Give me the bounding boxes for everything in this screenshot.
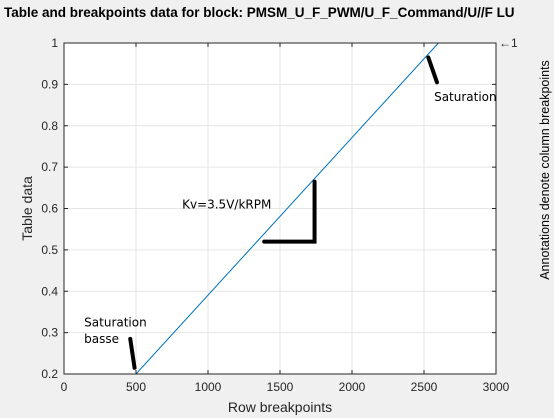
drawn-mark	[262, 179, 317, 244]
column-breakpoints-label: Annotations denote column breakpoints	[538, 60, 552, 280]
x-axis-label: Row breakpoints	[228, 399, 332, 415]
x-tick-label: 500	[126, 380, 146, 394]
drawn-mark	[426, 55, 439, 85]
y-tick-label: 0.9	[41, 77, 58, 91]
chart-title: Table and breakpoints data for block: PM…	[4, 5, 515, 20]
annotation-label: Saturation	[434, 90, 497, 104]
y-axis-label: Table data	[19, 176, 35, 241]
y-tick-label: 0.2	[41, 367, 58, 381]
y-tick-label: 0.8	[41, 119, 58, 133]
x-tick-label: 0	[61, 380, 68, 394]
x-tick-label: 2500	[411, 380, 438, 394]
annotations: Saturation Saturation basse Kv=3.5V/kRPM	[84, 90, 496, 346]
x-tick-label: 1500	[267, 380, 294, 394]
annotation-label: basse	[84, 332, 119, 346]
drawn-marks	[128, 55, 439, 370]
y-tick-label: 0.4	[41, 284, 58, 298]
x-tick-label: 1000	[195, 380, 222, 394]
y-tick-label: 0.6	[41, 202, 58, 216]
annotation-label: Kv=3.5V/kRPM	[182, 198, 271, 212]
y-tick-label: 1	[51, 36, 58, 50]
y-tick-label: 0.5	[41, 243, 58, 257]
drawn-mark	[128, 336, 137, 370]
y-tick-label: 0.7	[41, 160, 58, 174]
y-tick-label: 0.3	[41, 326, 58, 340]
column-breakpoint-annotation: ←1	[499, 36, 518, 50]
x-tick-label: 2000	[339, 380, 366, 394]
x-tick-label: 3000	[483, 380, 510, 394]
ticks: 0 500 1000 1500 2000 2500 3000 0.2 0.3 0.4 0.5 0.6 0…	[41, 36, 509, 394]
annotation-label: Saturation	[84, 315, 147, 329]
